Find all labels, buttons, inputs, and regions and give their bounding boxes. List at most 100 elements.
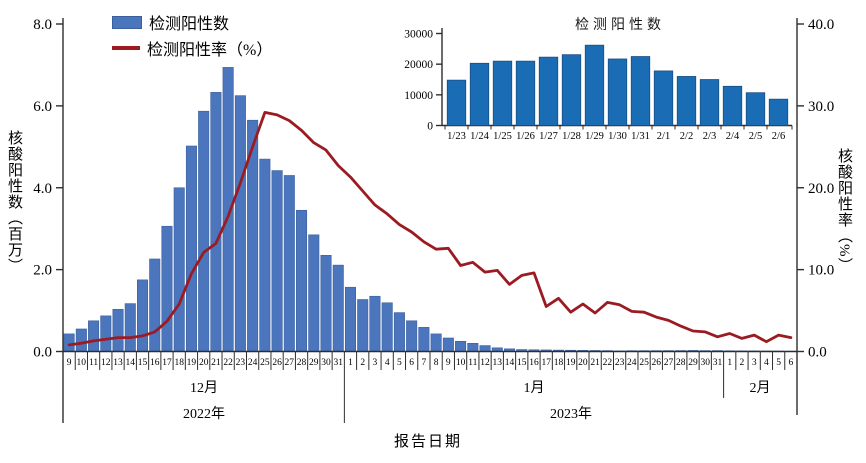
- svg-text:24: 24: [627, 358, 637, 368]
- svg-text:19: 19: [187, 358, 197, 368]
- svg-text:30.0: 30.0: [808, 99, 834, 115]
- svg-text:1/31: 1/31: [631, 131, 650, 142]
- svg-text:17: 17: [162, 358, 172, 368]
- svg-text:29: 29: [309, 358, 319, 368]
- svg-text:12: 12: [480, 358, 490, 368]
- svg-text:15: 15: [138, 358, 148, 368]
- svg-text:27: 27: [285, 358, 295, 368]
- x-axis-title: 报告日期: [393, 434, 463, 450]
- year-label-2023: 2023年: [550, 407, 592, 422]
- svg-text:10: 10: [456, 358, 466, 368]
- positive-count-bars: [63, 67, 797, 352]
- svg-text:2: 2: [360, 358, 365, 368]
- svg-text:17: 17: [541, 358, 551, 368]
- svg-text:31: 31: [713, 358, 723, 368]
- svg-text:6.0: 6.0: [33, 99, 52, 115]
- svg-text:1/30: 1/30: [608, 131, 627, 142]
- svg-text:2/5: 2/5: [749, 131, 762, 142]
- svg-text:2/6: 2/6: [772, 131, 785, 142]
- month-label-jan: 1月: [523, 381, 545, 396]
- svg-text:27: 27: [664, 358, 674, 368]
- svg-text:18: 18: [554, 358, 564, 368]
- svg-text:1: 1: [727, 358, 732, 368]
- positivity-rate-line: [67, 111, 793, 347]
- svg-text:14: 14: [505, 358, 515, 368]
- legend-item-positivity-rate: 检测阳性率（%）: [112, 35, 272, 61]
- svg-text:12: 12: [101, 358, 111, 368]
- svg-text:6: 6: [789, 358, 794, 368]
- svg-text:20: 20: [578, 358, 588, 368]
- svg-text:40.0: 40.0: [808, 17, 834, 33]
- svg-text:26: 26: [272, 358, 282, 368]
- inset-chart-title: 检测阳性数: [575, 18, 665, 33]
- right-axis-title: 核酸阳性率（%）: [836, 148, 852, 274]
- svg-text:1/28: 1/28: [562, 131, 581, 142]
- svg-text:1: 1: [348, 358, 353, 368]
- svg-text:21: 21: [211, 358, 221, 368]
- svg-text:1/29: 1/29: [585, 131, 604, 142]
- svg-text:2: 2: [740, 358, 745, 368]
- svg-text:22: 22: [603, 358, 613, 368]
- svg-text:2.0: 2.0: [33, 263, 52, 279]
- month-label-feb: 2月: [749, 381, 771, 396]
- inset-chart: 0 10000 20000 30000 1/23 1/24 1/25 1/26 1/27 1/28…: [404, 28, 793, 142]
- legend-bar-label: 检测阳性数: [149, 16, 230, 33]
- svg-text:3: 3: [752, 358, 757, 368]
- svg-text:5: 5: [776, 358, 781, 368]
- legend-item-positive-count: 检测阳性数: [112, 9, 272, 35]
- svg-text:28: 28: [676, 358, 686, 368]
- svg-text:0.0: 0.0: [33, 345, 52, 361]
- svg-text:5: 5: [397, 358, 402, 368]
- x-axis-day-labels: 9 10 11 12 13 14 15 16 17 18 19 20 21 22 23 24 25 26 27 28 2…: [67, 351, 794, 423]
- svg-text:1/26: 1/26: [516, 131, 535, 142]
- svg-text:2/1: 2/1: [657, 131, 670, 142]
- svg-text:8.0: 8.0: [33, 17, 52, 33]
- legend-line-label: 检测阳性率（%）: [147, 42, 273, 59]
- svg-text:22: 22: [223, 358, 233, 368]
- svg-text:19: 19: [566, 358, 576, 368]
- svg-text:16: 16: [150, 358, 160, 368]
- svg-text:28: 28: [297, 358, 307, 368]
- svg-text:2/4: 2/4: [726, 131, 740, 142]
- svg-text:30000: 30000: [404, 29, 433, 41]
- svg-text:0: 0: [427, 121, 433, 133]
- month-label-dec: 12月: [190, 381, 218, 396]
- svg-text:21: 21: [590, 358, 600, 368]
- svg-text:1/24: 1/24: [470, 131, 489, 142]
- svg-text:9: 9: [446, 358, 451, 368]
- svg-text:2/2: 2/2: [680, 131, 693, 142]
- year-label-2022: 2022年: [183, 407, 225, 422]
- svg-text:0.0: 0.0: [808, 345, 827, 361]
- svg-text:10: 10: [77, 358, 87, 368]
- bar-series-swatch-icon: [112, 15, 142, 29]
- svg-text:11: 11: [468, 358, 477, 368]
- svg-text:14: 14: [126, 358, 136, 368]
- svg-text:20: 20: [199, 358, 209, 368]
- svg-text:4.0: 4.0: [33, 181, 52, 197]
- svg-text:13: 13: [493, 358, 503, 368]
- svg-text:16: 16: [529, 358, 539, 368]
- svg-text:4: 4: [385, 358, 390, 368]
- svg-text:24: 24: [248, 358, 258, 368]
- svg-text:30: 30: [321, 358, 331, 368]
- svg-text:1/27: 1/27: [539, 131, 558, 142]
- svg-text:10.0: 10.0: [808, 263, 834, 279]
- legend: 检测阳性数 检测阳性率（%）: [112, 9, 272, 61]
- svg-text:3: 3: [373, 358, 378, 368]
- svg-text:26: 26: [652, 358, 662, 368]
- svg-text:6: 6: [409, 358, 414, 368]
- svg-text:23: 23: [615, 358, 625, 368]
- svg-text:10000: 10000: [404, 90, 433, 102]
- svg-text:7: 7: [422, 358, 427, 368]
- svg-text:1/25: 1/25: [493, 131, 512, 142]
- svg-text:25: 25: [260, 358, 270, 368]
- line-series-swatch-icon: [112, 46, 140, 50]
- svg-text:20000: 20000: [404, 59, 433, 71]
- left-axis-title: 核酸阳性数（百万）: [6, 130, 22, 274]
- svg-text:2/3: 2/3: [703, 131, 716, 142]
- svg-text:1/23: 1/23: [447, 131, 466, 142]
- svg-text:20.0: 20.0: [808, 181, 834, 197]
- svg-text:9: 9: [67, 358, 72, 368]
